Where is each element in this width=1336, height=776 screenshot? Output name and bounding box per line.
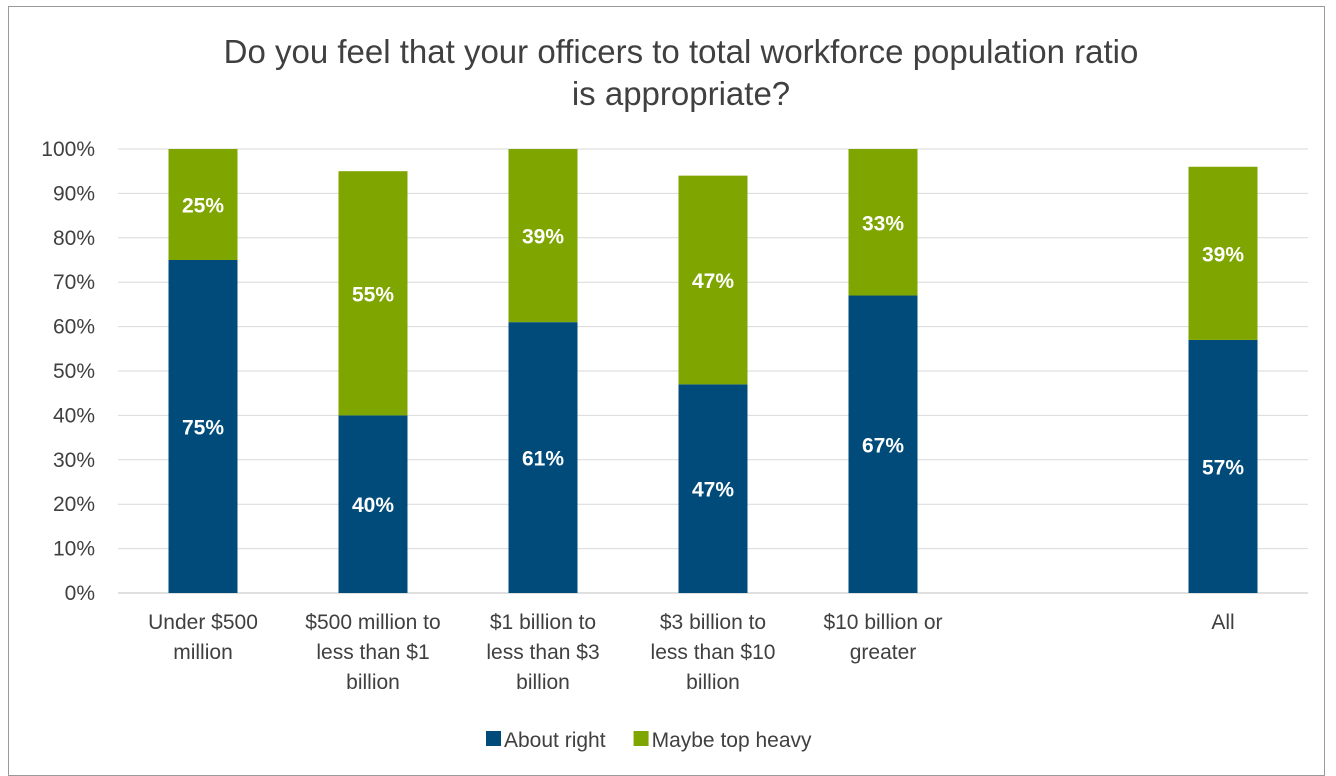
bar-segment [848,149,918,296]
y-tick-label: 50% [53,360,95,383]
bar-segment [338,415,408,593]
y-tick-label: 70% [53,271,95,294]
y-tick-label: 10% [53,538,95,561]
bar-segment [168,260,238,593]
data-label: 25% [182,195,224,218]
data-label: 61% [522,448,564,471]
data-label: 47% [692,270,734,293]
data-label: 75% [182,417,224,440]
bars [168,149,1258,593]
chart-title: Do you feel that your officers to total … [224,33,1139,112]
legend-swatch [633,731,649,746]
data-label: 33% [862,212,904,235]
data-label: 40% [352,494,394,517]
data-label: 39% [522,226,564,249]
bar-segment [338,171,408,416]
x-category-label: billion [686,671,740,694]
y-axis-ticks: 0% 10% 20% 30% 40% 50% 60% 70% 80% 90% 100% [41,138,95,605]
x-category-label: billion [516,671,570,694]
x-axis-categories: Under $500 million $500 million to less tha… [148,611,1235,694]
data-label: 47% [692,479,734,502]
x-category-label: $3 billion to [660,611,766,634]
data-labels: 75% 25% 40% 55% 61% 39% 47% 47% 67% 33% 57% 39% [182,195,1244,518]
x-category-label: $1 billion to [490,611,596,634]
chart-title-line-1: Do you feel that your officers to total … [224,33,1139,70]
y-tick-label: 20% [53,493,95,516]
y-tick-label: 40% [53,404,95,427]
bar-segment [678,384,748,593]
y-tick-label: 80% [53,227,95,250]
y-tick-label: 90% [53,182,95,205]
x-category-label: $10 billion or [823,611,942,634]
x-category-label: $500 million to [305,611,440,634]
data-label: 57% [1202,456,1244,479]
bar-segment [1188,339,1258,593]
legend: About right Maybe top heavy [486,729,812,752]
y-tick-label: 100% [41,138,95,161]
x-category-label: less than $10 [651,641,776,664]
x-category-label: less than $3 [486,641,599,664]
bar-segment [508,149,578,323]
x-category-label: billion [346,671,400,694]
legend-swatch [486,731,501,746]
bar-segment [678,175,748,385]
legend-label: About right [504,729,606,752]
chart-title-line-2: is appropriate? [572,75,790,112]
bar-segment [508,322,578,593]
legend-label: Maybe top heavy [652,729,812,752]
x-category-label: All [1211,611,1234,634]
x-category-label: million [173,641,233,664]
bar-segment [168,149,238,260]
data-label: 55% [352,283,394,306]
y-tick-label: 0% [65,582,95,605]
data-label: 39% [1202,243,1244,266]
x-category-label: greater [850,641,917,664]
x-category-label: less than $1 [316,641,429,664]
data-label: 67% [862,434,904,457]
bar-segment [1188,166,1258,340]
y-tick-label: 60% [53,316,95,339]
y-tick-label: 30% [53,449,95,472]
bar-segment [848,295,918,593]
x-category-label: Under $500 [148,611,258,634]
